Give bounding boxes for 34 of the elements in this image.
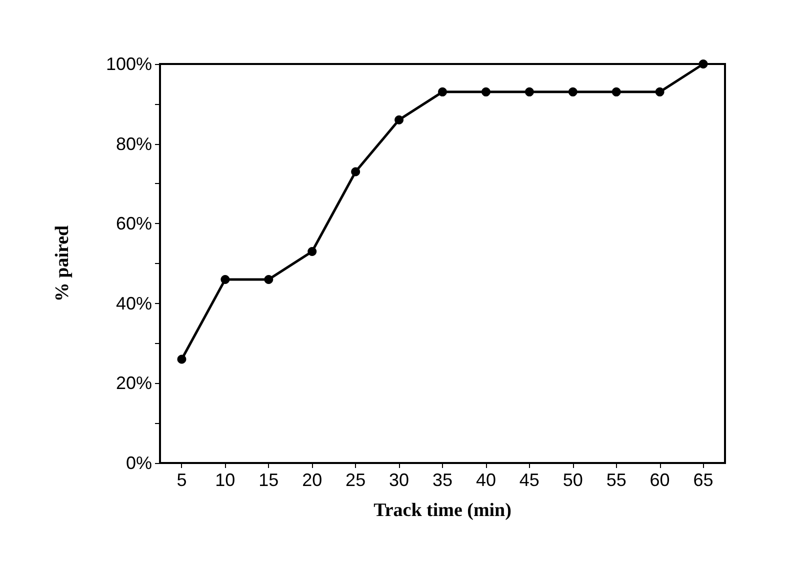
y-axis-title: % paired xyxy=(52,224,73,302)
point xyxy=(655,87,664,96)
point xyxy=(524,87,534,96)
point xyxy=(308,247,317,256)
x-tick-label: 30 xyxy=(389,470,410,490)
y-tick-label: 100% xyxy=(106,54,152,74)
x-tick-label: 10 xyxy=(215,470,236,490)
y-tick-label: 20% xyxy=(116,373,152,394)
y-tick-label: 0% xyxy=(126,453,152,473)
x-tick-label: 45 xyxy=(519,470,540,490)
point xyxy=(394,115,404,124)
x-axis-title: Track time (min) xyxy=(374,500,512,521)
x-tick-label: 60 xyxy=(650,470,670,490)
x-tick-label: 55 xyxy=(606,470,626,490)
y-tick-label: 80% xyxy=(116,134,152,154)
point xyxy=(438,87,447,96)
point xyxy=(177,354,186,364)
point xyxy=(698,60,708,68)
y-tick-label: 60% xyxy=(116,214,152,234)
point xyxy=(351,167,360,176)
x-tick-label: 65 xyxy=(693,470,714,490)
x-tick-label: 40 xyxy=(476,470,496,490)
point xyxy=(220,274,230,284)
x-tick-label: 50 xyxy=(562,470,583,490)
point xyxy=(481,87,490,96)
x-tick-label: 25 xyxy=(346,470,366,490)
point xyxy=(264,274,274,284)
x-tick-label: 5 xyxy=(176,470,187,490)
x-tick-label: 35 xyxy=(432,470,453,490)
point xyxy=(568,87,578,96)
x-tick-label: 15 xyxy=(258,470,279,490)
point xyxy=(612,87,621,96)
x-tick-label: 20 xyxy=(302,470,322,490)
y-tick-label: 40% xyxy=(116,293,152,314)
